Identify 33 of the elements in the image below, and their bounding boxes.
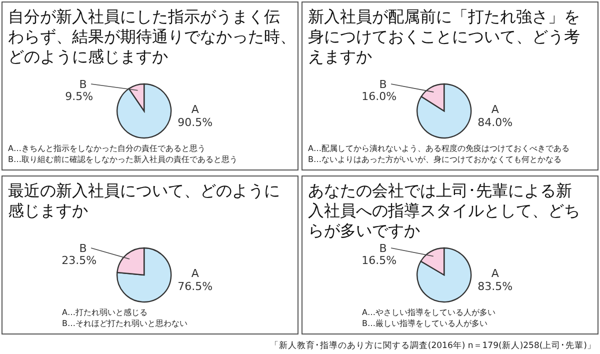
slice-label: A xyxy=(491,103,500,116)
data-label: 83.5% xyxy=(478,280,513,293)
chart-title: あなたの会社では上司･先輩による新入社員への指導スタイルとして、どちらが多いですか xyxy=(308,181,580,240)
text: A…配属してから潰れないよう、ある程度の免疫はつけておくべきである xyxy=(308,144,570,153)
data-label: 76.5% xyxy=(178,280,213,293)
data-label: 16.0% xyxy=(362,90,397,103)
text: 「新人教育･指導のあり方に関する調査(2016年) n＝179(新人)258(上司･先輩)」 xyxy=(270,340,596,351)
slice-label: B xyxy=(79,242,87,255)
pie-slice xyxy=(116,247,172,303)
text: B…取り組む前に確認をしなかった新入社員の責任であると思う xyxy=(8,155,238,164)
chart-title: 最近の新入社員について、どのように感じますか xyxy=(8,181,280,220)
data-label: 9.5% xyxy=(65,90,94,103)
text: B…ないよりはあった方がいいが、身につけておかなくても何とかなる xyxy=(308,155,562,164)
slice-label: A xyxy=(491,267,500,280)
data-label: 23.5% xyxy=(62,254,97,267)
text: A…きちんと指示をしなかった自分の責任であると思う xyxy=(8,144,206,153)
text: B…それほど打たれ弱いと思わない xyxy=(62,319,188,328)
slice-label: A xyxy=(191,267,200,280)
pie-slice xyxy=(416,247,472,303)
slice-label: B xyxy=(379,78,387,91)
pie-slice xyxy=(116,83,172,139)
slice-label: A xyxy=(191,103,200,116)
text: A…やさしい指導をしている人が多い xyxy=(362,308,496,317)
data-label: 90.5% xyxy=(178,116,213,129)
chart-title: 新入社員が配属前に「打たれ強さ」を身につけておくことについて、どう考えますか xyxy=(308,7,580,66)
slice-label: B xyxy=(79,78,87,91)
data-label: 16.5% xyxy=(362,254,397,267)
pie-slice xyxy=(416,83,472,139)
data-label: 84.0% xyxy=(478,116,513,129)
text: B…厳しい指導をしている人が多い xyxy=(362,319,488,328)
chart-title: 自分が新入社員にした指示がうまく伝わらず、結果が期待通りでなかった時、どのように感じますか xyxy=(8,7,296,66)
text: A…打たれ弱いと感じる xyxy=(62,308,148,317)
slice-label: B xyxy=(379,242,387,255)
